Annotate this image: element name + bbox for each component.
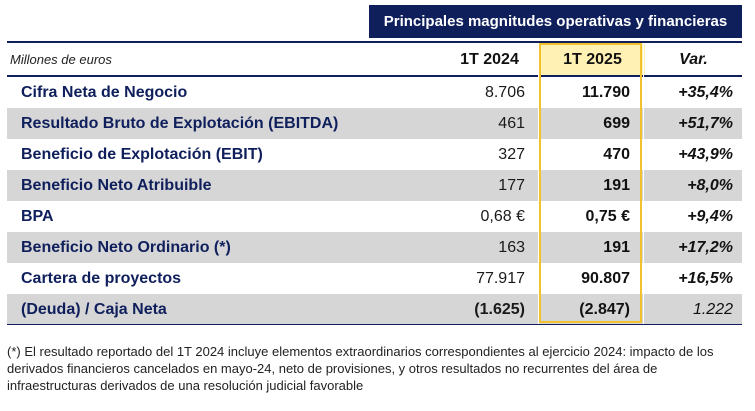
column-divider [643, 44, 644, 324]
value-1t-2024: 8.706 [484, 84, 525, 101]
value-1t-2024: (1.625) [474, 301, 525, 318]
value-1t-2024: 163 [498, 239, 525, 256]
table-row: Resultado Bruto de Explotación (EBITDA) … [7, 108, 742, 139]
value-1t-2025: 191 [603, 177, 630, 194]
column-header-1t-2025: 1T 2025 [540, 44, 645, 75]
value-1t-2025: 90.807 [581, 270, 630, 287]
table-row: Cartera de proyectos 77.917 90.807 +16,5… [7, 263, 742, 294]
table-bottom-rule [7, 324, 742, 325]
row-label: Beneficio de Explotación (EBIT) [21, 146, 263, 163]
value-1t-2024: 461 [498, 115, 525, 132]
row-label: Beneficio Neto Atribuible [21, 177, 212, 194]
row-label: Cartera de proyectos [21, 270, 182, 287]
column-divider [538, 44, 539, 324]
row-label: Resultado Bruto de Explotación (EBITDA) [21, 115, 339, 132]
column-header-variation: Var. [679, 51, 708, 68]
value-1t-2025: (2.847) [579, 301, 630, 318]
units-label: Millones de euros [10, 52, 112, 67]
value-1t-2025: 699 [603, 115, 630, 132]
table-row: Beneficio de Explotación (EBIT) 327 470 … [7, 139, 742, 170]
value-variation: +35,4% [678, 84, 733, 101]
table-row: Cifra Neta de Negocio 8.706 11.790 +35,4… [7, 77, 742, 108]
value-variation: +17,2% [678, 239, 733, 256]
value-1t-2024: 0,68 € [480, 208, 525, 225]
value-variation: +43,9% [678, 146, 733, 163]
table-body: Cifra Neta de Negocio 8.706 11.790 +35,4… [7, 77, 742, 325]
table-header-row: Millones de euros 1T 2024 1T 2025 Var. [7, 44, 742, 75]
value-variation: +51,7% [678, 115, 733, 132]
value-variation: +8,0% [687, 177, 733, 194]
value-1t-2025: 470 [603, 146, 630, 163]
table-title-banner: Principales magnitudes operativas y fina… [369, 5, 742, 38]
table-row: BPA 0,68 € 0,75 € +9,4% [7, 201, 742, 232]
value-variation: +16,5% [678, 270, 733, 287]
value-1t-2025: 11.790 [581, 84, 630, 101]
footnote: (*) El resultado reportado del 1T 2024 i… [7, 344, 714, 393]
row-label: Cifra Neta de Negocio [21, 84, 188, 101]
value-1t-2024: 177 [498, 177, 525, 194]
value-1t-2024: 77.917 [476, 270, 525, 287]
header-bottom-rule [7, 75, 742, 77]
column-header-1t-2024: 1T 2024 [460, 51, 519, 68]
row-label: (Deuda) / Caja Neta [21, 301, 167, 318]
row-label: Beneficio Neto Ordinario (*) [21, 239, 231, 256]
table-row: Beneficio Neto Ordinario (*) 163 191 +17… [7, 232, 742, 263]
value-1t-2025: 191 [603, 239, 630, 256]
value-1t-2024: 327 [498, 146, 525, 163]
value-variation: 1.222 [692, 301, 733, 318]
value-1t-2025: 0,75 € [585, 208, 630, 225]
row-label: BPA [21, 208, 54, 225]
value-variation: +9,4% [687, 208, 733, 225]
table-row: Beneficio Neto Atribuible 177 191 +8,0% [7, 170, 742, 201]
table-row: (Deuda) / Caja Neta (1.625) (2.847) 1.22… [7, 294, 742, 325]
header-top-rule [7, 41, 742, 43]
